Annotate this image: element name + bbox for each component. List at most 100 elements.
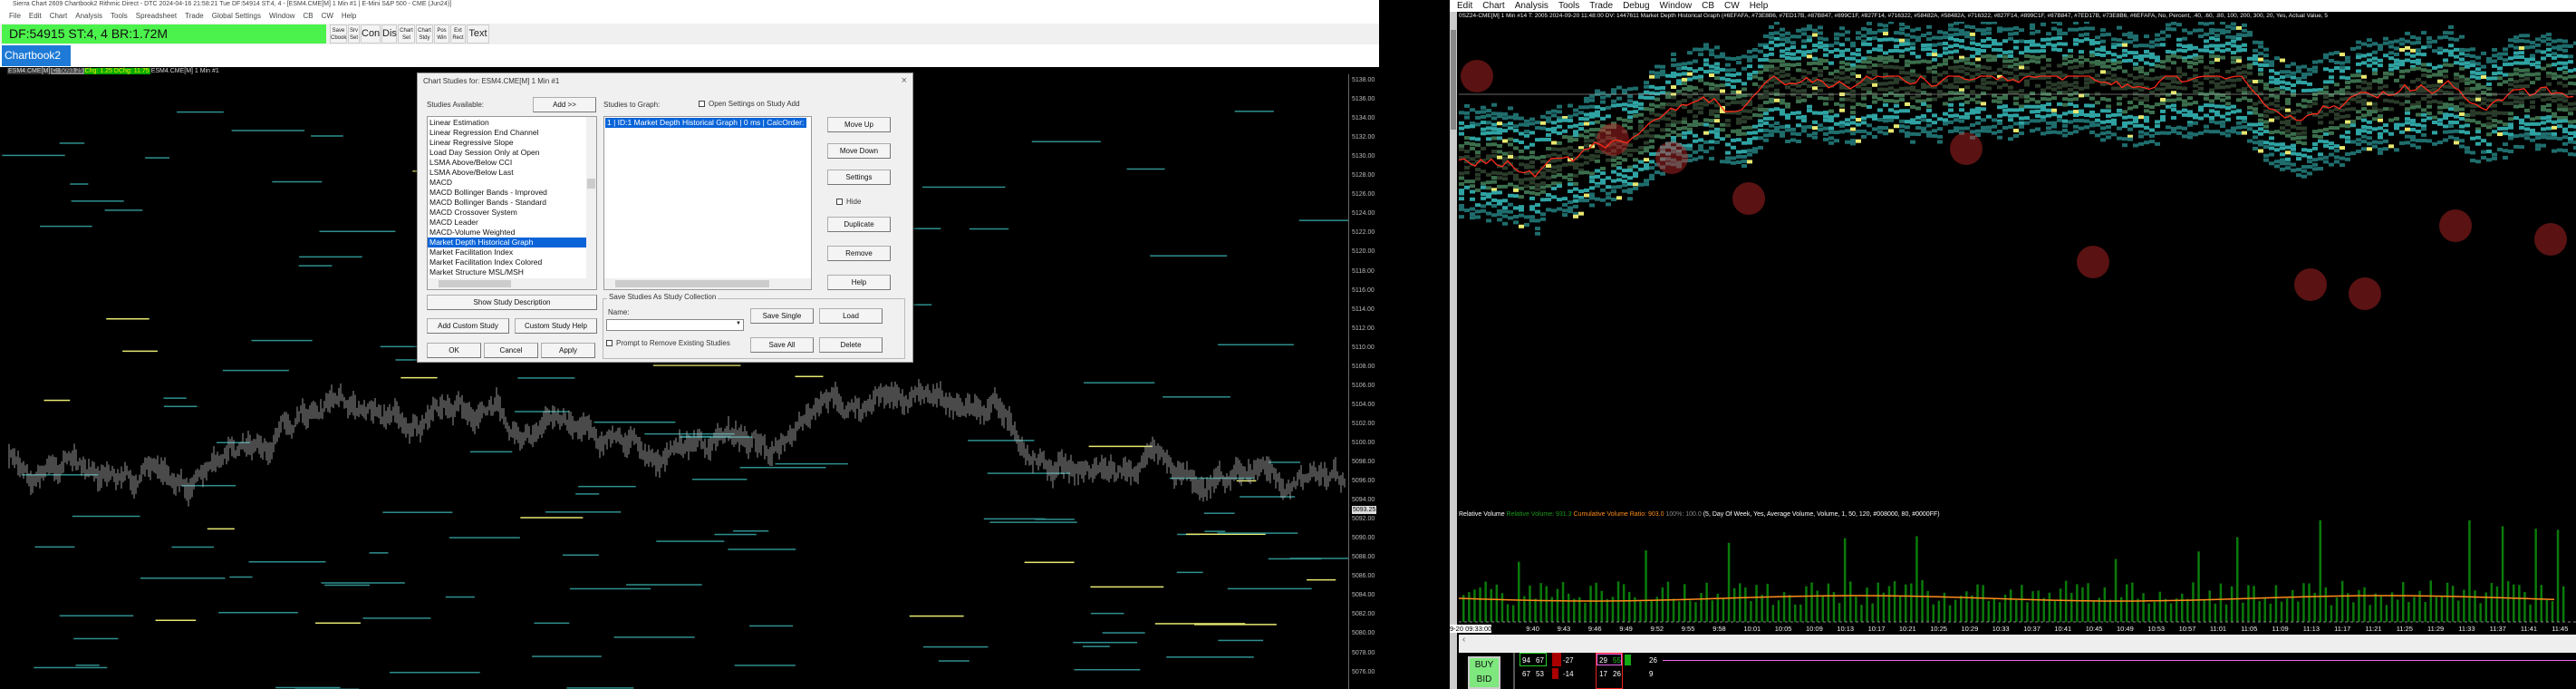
load-button[interactable]: Load <box>819 308 883 324</box>
percent-value: 100%: 100.0 <box>1665 511 1702 518</box>
ext-rect-button[interactable]: Ext Rect <box>450 24 466 44</box>
tab-chartbook2[interactable]: Chartbook2 <box>2 45 71 66</box>
menu-edit[interactable]: Edit <box>1457 1 1473 11</box>
study-list-item[interactable]: Market Facilitation Index <box>429 247 514 257</box>
depth-cell <box>1839 76 1845 81</box>
move-down-button[interactable]: Move Down <box>827 143 891 159</box>
menu-window[interactable]: Window <box>1659 1 1693 11</box>
depth-cell <box>1589 192 1595 197</box>
study-list-item[interactable]: LSMA Above/Below CCI <box>429 158 513 167</box>
menu-tools[interactable]: Tools <box>111 12 128 20</box>
vertical-scrollbar[interactable] <box>586 117 596 278</box>
depth-cell <box>1937 90 1943 94</box>
con-button[interactable]: Con <box>361 24 381 44</box>
vertical-scrollbar[interactable] <box>1450 12 1457 689</box>
depth-cell <box>2269 88 2274 92</box>
study-list-item[interactable]: MACD Bollinger Bands - Standard <box>429 198 546 207</box>
menu-cb[interactable]: CB <box>1702 1 1715 11</box>
ok-button[interactable]: OK <box>427 343 481 358</box>
menu-help[interactable]: Help <box>1749 1 1769 11</box>
menu-trade[interactable]: Trade <box>1589 1 1614 11</box>
close-icon[interactable]: × <box>901 75 907 86</box>
study-list-item[interactable]: Linear Regressive Slope <box>429 138 514 147</box>
depth-cell <box>1736 94 1741 99</box>
menu-analysis[interactable]: Analysis <box>1514 1 1548 11</box>
duplicate-button[interactable]: Duplicate <box>827 217 891 232</box>
save-single-button[interactable]: Save Single <box>750 308 814 324</box>
menu-global-settings[interactable]: Global Settings <box>211 12 261 20</box>
study-list-item[interactable]: Market Depth Historical Graph <box>428 238 587 247</box>
menu-cw[interactable]: CW <box>321 12 333 20</box>
menu-window[interactable]: Window <box>268 12 295 20</box>
menu-help[interactable]: Help <box>341 12 357 20</box>
menu-cw[interactable]: CW <box>1724 1 1740 11</box>
cancel-button[interactable]: Cancel <box>484 343 538 358</box>
move-up-button[interactable]: Move Up <box>827 117 891 132</box>
settings-button[interactable]: Settings <box>827 170 891 185</box>
scroll-left-icon[interactable]: ‹ <box>1462 635 1466 645</box>
menu-analysis[interactable]: Analysis <box>75 12 103 20</box>
large-order-marker <box>2294 268 2327 301</box>
time-axis[interactable]: 9-20 09:33:00 9:40 9:43 9:46 9:49 9:52 9:55 9:5… <box>1450 624 2576 635</box>
menu-spreadsheet[interactable]: Spreadsheet <box>135 12 178 20</box>
pos-win-button[interactable]: Pos Win <box>434 24 449 44</box>
add-button[interactable]: Add >> <box>533 97 596 112</box>
graph-study-item[interactable]: 1 | ID:1 Market Depth Historical Graph |… <box>605 118 811 128</box>
studies-available-list[interactable]: Linear Estimation Linear Regression End C… <box>427 116 597 290</box>
dis-button[interactable]: Dis <box>381 24 397 44</box>
menu-chart[interactable]: Chart <box>1482 1 1505 11</box>
price-axis[interactable]: 5138.00 5136.00 5134.00 5132.00 5130.00 5128.… <box>1348 74 1379 689</box>
save-cbook-button[interactable]: Save Cbook <box>330 24 347 44</box>
study-list-item[interactable]: MACD-Volume Weighted <box>429 228 516 237</box>
help-button[interactable]: Help <box>827 275 891 290</box>
srv-set-button[interactable]: Srv Set <box>348 24 360 44</box>
menu-edit[interactable]: Edit <box>28 12 42 20</box>
study-list-item[interactable]: Market Facilitation Index Colored <box>429 257 543 267</box>
menu-tools[interactable]: Tools <box>1558 1 1580 11</box>
study-list-item[interactable]: Linear Regression End Channel <box>429 128 539 137</box>
study-list-item[interactable]: Load Day Session Only at Open <box>429 148 540 157</box>
hide-checkbox[interactable]: Hide <box>836 197 861 208</box>
study-list-item[interactable]: MACD Leader <box>429 218 478 227</box>
custom-study-help-button[interactable]: Custom Study Help <box>515 318 597 334</box>
study-list-item[interactable]: LSMA Above/Below Last <box>429 168 514 177</box>
show-description-button[interactable]: Show Study Description <box>427 295 597 310</box>
save-all-button[interactable]: Save All <box>750 337 814 353</box>
delete-button[interactable]: Delete <box>819 337 883 353</box>
menu-cb[interactable]: CB <box>303 12 314 20</box>
buy-bid-button[interactable]: BUY BID <box>1468 656 1500 689</box>
study-list-item[interactable]: Market Structure MSL/MSH <box>429 267 524 277</box>
add-custom-study-button[interactable]: Add Custom Study <box>427 318 509 334</box>
study-list-item[interactable]: MACD Bollinger Bands - Improved <box>429 188 547 197</box>
text-button[interactable]: Text <box>467 24 489 44</box>
depth-cell <box>2242 28 2247 33</box>
menu-file[interactable]: File <box>9 12 21 20</box>
horizontal-scrollbar[interactable]: ‹ <box>1459 635 2576 653</box>
prompt-remove-checkbox[interactable]: Prompt to Remove Existing Studies <box>606 339 730 347</box>
dropdown-arrow-icon[interactable]: ▼ <box>736 321 741 326</box>
depth-cell <box>1464 141 1470 145</box>
depth-cell <box>1698 67 1703 72</box>
collection-name-combobox[interactable]: ▼ <box>606 319 744 331</box>
horizontal-scrollbar[interactable] <box>604 278 811 289</box>
depth-cell <box>2546 108 2552 112</box>
volume-chart[interactable] <box>1459 520 2576 624</box>
depth-cell <box>2378 118 2383 122</box>
depth-cell <box>1562 213 1568 218</box>
depth-cell <box>2073 81 2079 85</box>
depth-cell <box>2535 115 2541 120</box>
apply-button[interactable]: Apply <box>541 343 595 358</box>
market-depth-chart[interactable] <box>1459 22 2576 508</box>
open-settings-checkbox[interactable]: Open Settings on Study Add <box>699 100 800 108</box>
horizontal-scrollbar[interactable] <box>428 278 596 289</box>
menu-trade[interactable]: Trade <box>185 12 204 20</box>
studies-to-graph-list[interactable]: 1 | ID:1 Market Depth Historical Graph |… <box>603 116 812 290</box>
chart-stdy-button[interactable]: Chart Stdy <box>416 24 433 44</box>
chart-set-button[interactable]: Chart Set <box>398 24 415 44</box>
study-list-item[interactable]: Linear Estimation <box>429 118 489 127</box>
menu-chart[interactable]: Chart <box>49 12 68 20</box>
study-list-item[interactable]: MACD Crossover System <box>429 208 517 217</box>
menu-debug[interactable]: Debug <box>1623 1 1650 11</box>
remove-button[interactable]: Remove <box>827 246 891 261</box>
study-list-item[interactable]: MACD <box>429 178 453 187</box>
